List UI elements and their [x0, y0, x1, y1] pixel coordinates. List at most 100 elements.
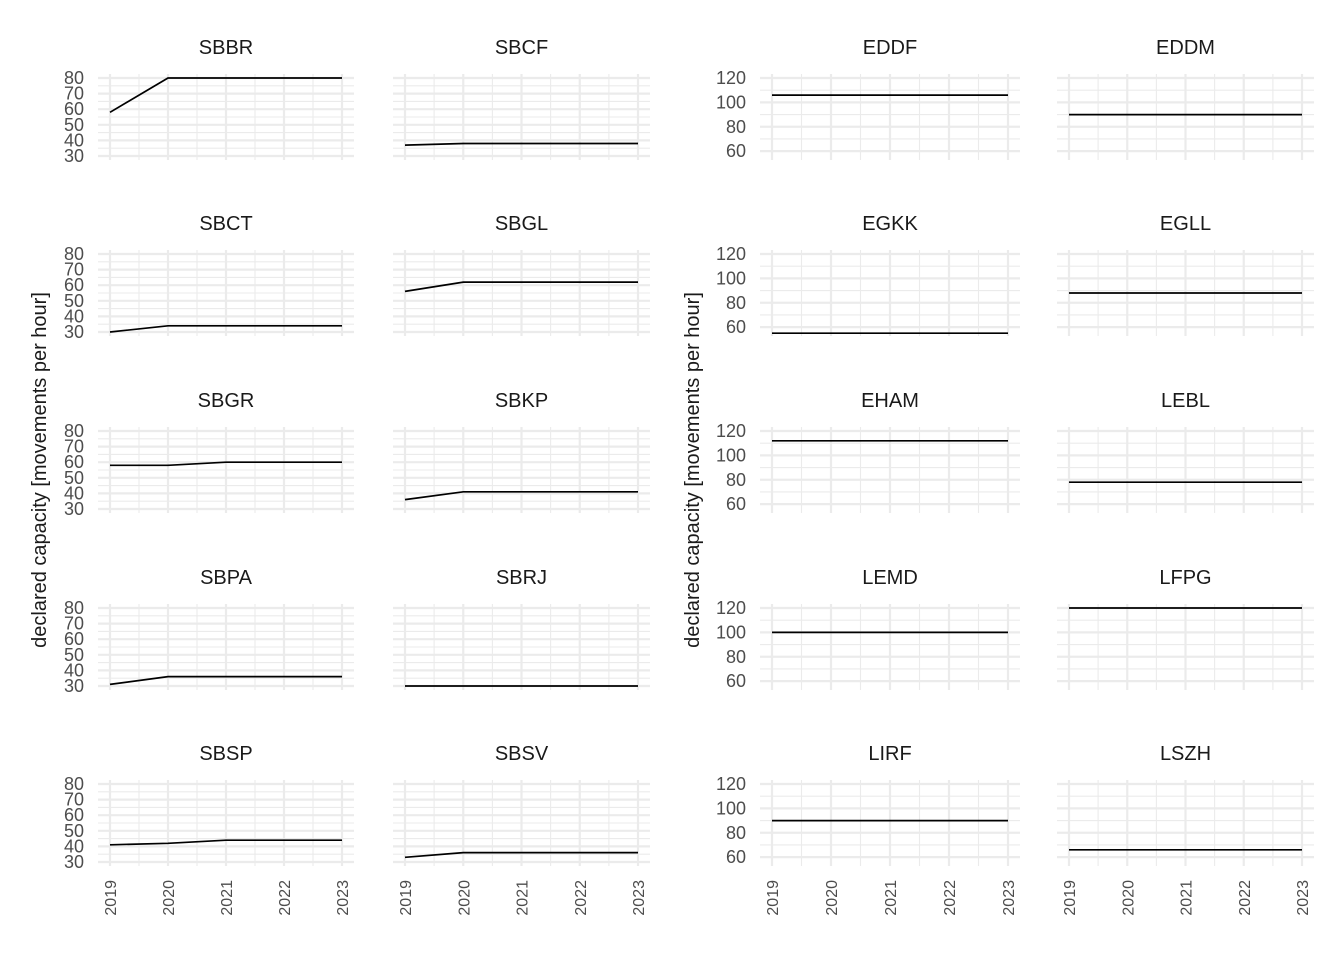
y-tick-label: 40 — [64, 660, 84, 680]
y-tick-label: 80 — [726, 823, 746, 843]
y-tick-label: 60 — [726, 317, 746, 337]
y-tick-label: 60 — [64, 275, 84, 295]
y-tick-label: 70 — [64, 260, 84, 280]
y-tick-label: 40 — [64, 306, 84, 326]
panel-title: SBGL — [495, 213, 548, 235]
y-tick-label: 60 — [726, 847, 746, 867]
panel-sbsv: SBSV 2019 2020 2021 2022 2023 — [393, 743, 650, 916]
panel-title: EGKK — [862, 213, 918, 235]
y-tick-label: 100 — [716, 798, 746, 818]
y-axis-label: declared capacity [movements per hour] — [29, 292, 51, 648]
x-tick-label: 2019 — [103, 880, 120, 916]
y-tick-label: 120 — [716, 421, 746, 441]
panel-lszh: LSZH 2019 2020 2021 2022 2023 — [1057, 743, 1314, 916]
panel-lirf: LIRF 60 80 100 120 2019 2020 2021 2022 2023 — [716, 743, 1020, 916]
panel-title: SBSV — [495, 743, 549, 765]
series-line — [109, 77, 342, 114]
panel-sbcf: SBCF — [393, 37, 650, 160]
x-tick-label: 2019 — [765, 880, 782, 916]
x-tick-label: 2019 — [1062, 880, 1079, 916]
x-tick-label: 2022 — [573, 880, 590, 916]
x-tick-label: 2020 — [456, 880, 473, 916]
y-tick-label: 120 — [716, 598, 746, 618]
x-tick-label: 2023 — [1001, 880, 1018, 916]
panel-eddf: EDDF 60 80 100 120 — [716, 37, 1020, 161]
y-tick-label: 80 — [726, 647, 746, 667]
x-tick-label: 2019 — [398, 880, 415, 916]
y-tick-label: 30 — [64, 146, 84, 166]
y-tick-label: 100 — [716, 445, 746, 465]
y-tick-label: 50 — [64, 645, 84, 665]
panel-eham: EHAM 60 80 100 120 — [716, 390, 1020, 514]
panel-title: SBCF — [495, 37, 548, 59]
y-tick-label: 60 — [726, 671, 746, 691]
panel-title: SBSP — [199, 743, 252, 765]
y-tick-label: 70 — [64, 614, 84, 634]
y-axis-label: declared capacity [movements per hour] — [682, 292, 704, 648]
y-tick-label: 70 — [64, 84, 84, 104]
x-tick-label: 2020 — [824, 880, 841, 916]
y-tick-label: 80 — [64, 598, 84, 618]
y-tick-label: 100 — [716, 622, 746, 642]
y-tick-label: 120 — [716, 68, 746, 88]
panel-title: LSZH — [1160, 743, 1211, 765]
x-tick-label: 2023 — [335, 880, 352, 916]
x-tick-label: 2022 — [1237, 880, 1254, 916]
y-tick-label: 60 — [64, 629, 84, 649]
series-line — [404, 281, 638, 293]
series-line — [404, 142, 638, 146]
y-tick-label: 40 — [64, 483, 84, 503]
y-tick-label: 50 — [64, 468, 84, 488]
panel-title: LIRF — [868, 743, 911, 765]
y-tick-label: 60 — [726, 494, 746, 514]
y-tick-label: 30 — [64, 499, 84, 519]
chart-brazil: declared capacity [movements per hour] SB… — [29, 37, 650, 916]
y-tick-label: 80 — [726, 293, 746, 313]
y-tick-label: 70 — [64, 790, 84, 810]
panel-title: SBCT — [199, 213, 252, 235]
y-tick-label: 40 — [64, 130, 84, 150]
y-tick-label: 50 — [64, 115, 84, 135]
chart-europe: declared capacity [movements per hour] ED… — [682, 37, 1314, 916]
panel-eddm: EDDM — [1057, 37, 1314, 160]
panel-title: SBPA — [200, 567, 253, 589]
y-tick-label: 50 — [64, 291, 84, 311]
panel-title: EGLL — [1160, 213, 1211, 235]
y-tick-label: 80 — [64, 68, 84, 88]
series-line — [109, 324, 342, 333]
x-tick-label: 2020 — [161, 880, 178, 916]
panel-title: SBGR — [198, 390, 255, 412]
y-tick-label: 120 — [716, 244, 746, 264]
panel-title: SBBR — [199, 37, 253, 59]
x-tick-label: 2021 — [219, 880, 236, 916]
panel-sbrj: SBRJ — [393, 567, 650, 690]
panel-egkk: EGKK 60 80 100 120 — [716, 213, 1020, 337]
y-tick-label: 50 — [64, 821, 84, 841]
y-tick-label: 30 — [64, 676, 84, 696]
panel-sbgl: SBGL — [393, 213, 650, 336]
y-tick-label: 60 — [64, 452, 84, 472]
panel-title: SBRJ — [496, 567, 547, 589]
panel-title: EHAM — [861, 390, 919, 412]
y-tick-label: 30 — [64, 852, 84, 872]
x-tick-label: 2021 — [515, 880, 532, 916]
panel-title: SBKP — [495, 390, 548, 412]
x-tick-label: 2022 — [942, 880, 959, 916]
x-tick-label: 2023 — [631, 880, 648, 916]
y-tick-label: 80 — [64, 244, 84, 264]
y-tick-label: 60 — [726, 141, 746, 161]
y-tick-label: 80 — [726, 470, 746, 490]
panel-egll: EGLL — [1057, 213, 1314, 336]
y-tick-label: 70 — [64, 437, 84, 457]
panel-title: EDDM — [1156, 37, 1215, 59]
x-tick-label: 2021 — [883, 880, 900, 916]
panel-lemd: LEMD 60 80 100 120 — [716, 567, 1020, 691]
panel-title: EDDF — [863, 37, 917, 59]
y-tick-label: 80 — [726, 117, 746, 137]
series-line — [109, 839, 342, 846]
